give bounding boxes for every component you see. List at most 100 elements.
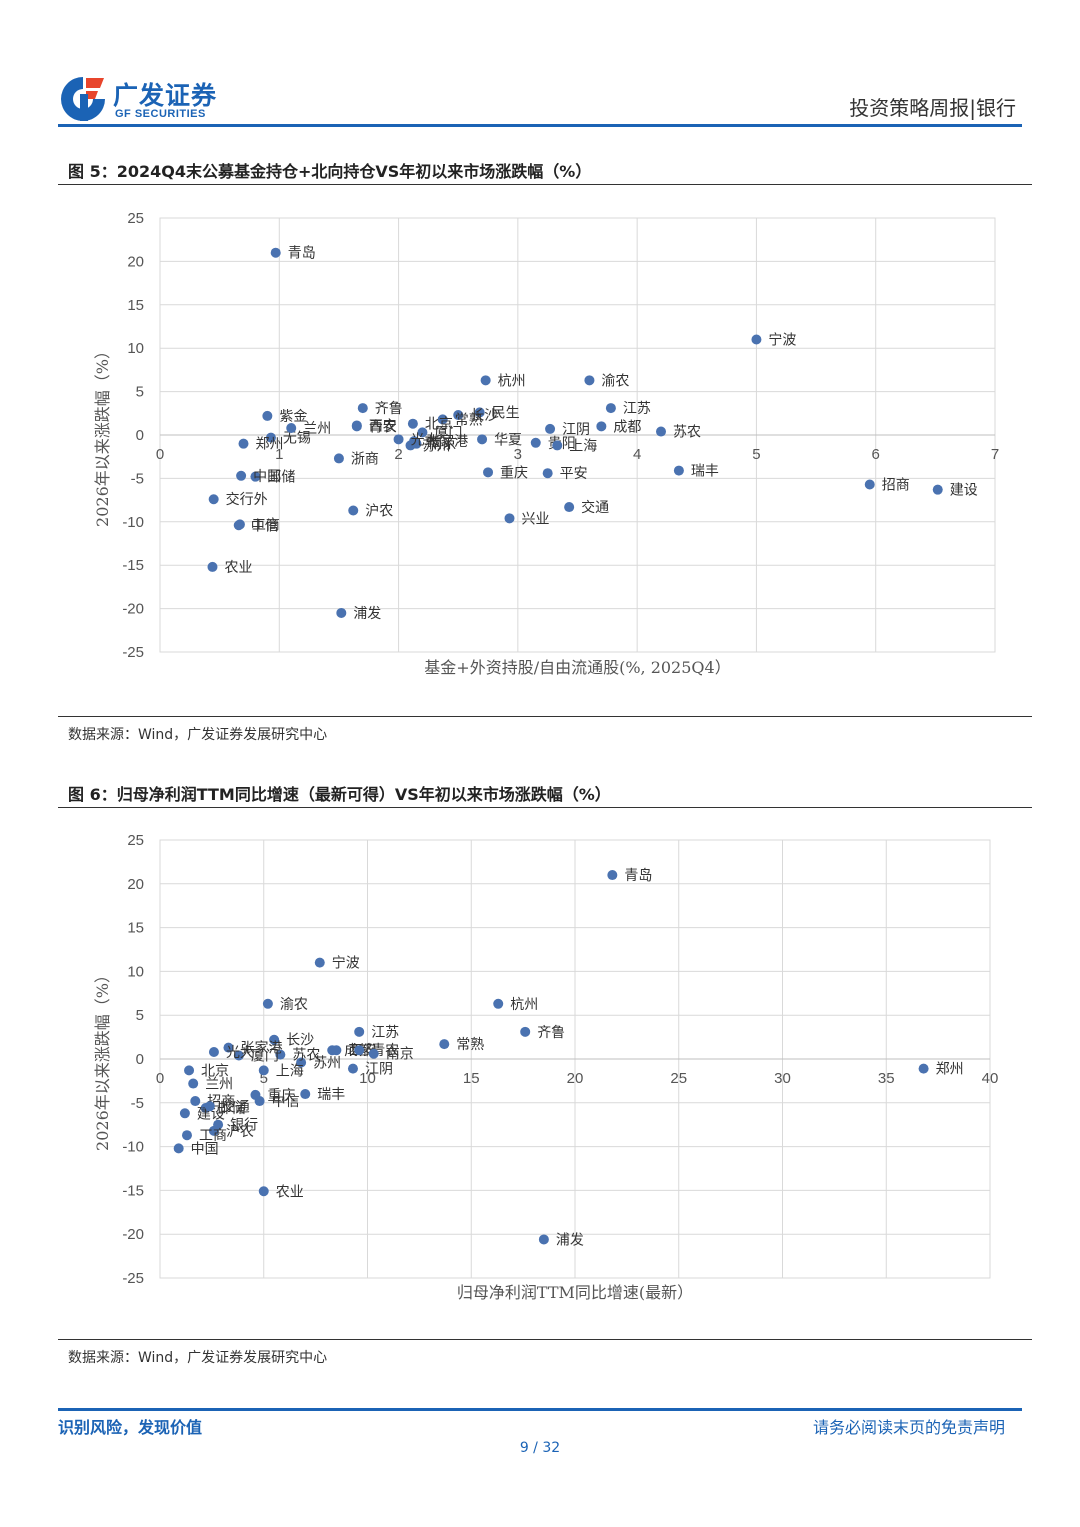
- data-point-label: 青岛: [288, 246, 316, 262]
- data-point: [453, 410, 464, 421]
- figure-5-bottom-rule: [58, 716, 1032, 717]
- data-point: [333, 453, 344, 464]
- data-point-label: 中信: [272, 1094, 300, 1110]
- data-point-label: 张家港: [426, 433, 468, 450]
- data-point: [351, 420, 362, 431]
- y-tick-label: 10: [127, 340, 144, 357]
- brand-logo: 广发证券 GF SECURITIES: [58, 74, 238, 126]
- data-point-label: 北京: [201, 1063, 229, 1079]
- data-point: [918, 1063, 929, 1074]
- data-point-label: 建设: [197, 1106, 225, 1122]
- data-point: [265, 432, 276, 443]
- data-point: [483, 467, 494, 478]
- data-point-label: 常熟: [456, 1037, 484, 1053]
- data-point-label: 青农: [369, 419, 397, 435]
- y-tick-label: 20: [127, 253, 144, 270]
- data-point: [864, 479, 875, 490]
- data-point: [250, 471, 261, 482]
- data-point: [354, 1026, 365, 1037]
- data-point-label: 江阴: [562, 422, 590, 438]
- data-point-label: 苏农: [292, 1048, 320, 1064]
- data-point: [542, 468, 553, 479]
- data-point: [474, 407, 485, 418]
- data-point: [236, 470, 247, 481]
- data-point-label: 兴业: [522, 511, 550, 527]
- data-point-label: 兰州: [205, 1077, 233, 1093]
- data-point-label: 渝农: [601, 373, 629, 389]
- data-point-label: 浦发: [556, 1232, 584, 1248]
- y-tick-label: -20: [122, 1226, 144, 1243]
- data-point-label: 中国: [191, 1141, 219, 1157]
- data-point-label: 华夏: [494, 432, 522, 448]
- data-point: [411, 438, 422, 449]
- figure-6-title: 图 6：归母净利润TTM同比增速（最新可得）VS年初以来市场涨跌幅（%）: [68, 785, 611, 804]
- data-point: [327, 1045, 338, 1056]
- data-point: [439, 1039, 450, 1050]
- data-point-label: 重庆: [267, 1088, 295, 1104]
- data-point-label: 中国: [253, 469, 281, 485]
- data-point: [188, 1078, 199, 1089]
- y-tick-label: -20: [122, 601, 144, 618]
- data-point-label: 交通: [222, 1098, 250, 1115]
- footer-slogan: 识别风险，发现价值: [58, 1418, 203, 1437]
- x-tick-label: 6: [872, 446, 880, 463]
- data-point: [208, 1125, 219, 1136]
- data-point-label: 上海: [276, 1063, 304, 1079]
- y-tick-label: 10: [127, 963, 144, 980]
- header-divider: [58, 124, 1022, 127]
- data-point-label: 张家港: [240, 1040, 282, 1057]
- data-point: [564, 502, 575, 513]
- data-point: [393, 434, 404, 445]
- page-number: 9 / 32: [519, 1440, 561, 1456]
- data-point-label: 邮储: [218, 1101, 246, 1117]
- data-point: [480, 375, 491, 386]
- data-point-label: 齐鲁: [537, 1025, 565, 1041]
- x-tick-label: 4: [633, 446, 641, 463]
- data-point: [348, 505, 359, 516]
- x-tick-label: 20: [567, 1070, 584, 1087]
- data-point: [584, 375, 595, 386]
- logo-text-cn: 广发证券: [113, 81, 218, 110]
- data-point-label: 苏州: [313, 1056, 341, 1072]
- data-point: [300, 1089, 311, 1100]
- y-tick-label: 0: [136, 427, 144, 444]
- data-point: [504, 513, 515, 524]
- data-point: [296, 1057, 307, 1068]
- data-point: [233, 1050, 244, 1061]
- footer-disclaimer: 请务必阅读末页的免责声明: [812, 1418, 1005, 1437]
- data-point: [258, 1065, 269, 1076]
- data-point-label: 浙商: [351, 451, 379, 467]
- x-tick-label: 5: [260, 1070, 268, 1087]
- x-axis-title: 基金+外资持股/自由流通股(%, 2025Q4）: [424, 658, 730, 677]
- data-point: [530, 437, 541, 448]
- report-tag: 投资策略周报|银行: [849, 96, 1016, 120]
- data-point: [368, 1048, 379, 1059]
- data-point-label: 江阴: [365, 1062, 393, 1078]
- data-point: [673, 465, 684, 476]
- y-tick-label: 15: [127, 297, 144, 314]
- data-point-label: 工商: [199, 1128, 227, 1144]
- data-point: [179, 1108, 190, 1119]
- data-point-label: 长沙: [470, 408, 498, 424]
- data-point-label: 沪农: [365, 504, 393, 520]
- data-point-label: 无锡: [283, 431, 311, 447]
- figure-5-chart: 25 20 15 10 5 0 -5 -10 -15 -20 -25 0 1 2 3 4 5 6 7 基金+外资持股/…: [93, 210, 999, 677]
- data-point: [477, 434, 488, 445]
- x-tick-label: 40: [982, 1070, 999, 1087]
- data-point: [254, 1096, 265, 1107]
- figure-6-source: 数据来源：Wind，广发证券发展研究中心: [68, 1350, 328, 1366]
- data-point: [354, 1045, 365, 1056]
- data-point-label: 沪农: [226, 1124, 254, 1140]
- y-axis-title: 2026年以来涨跌幅（%）: [93, 967, 112, 1151]
- x-tick-label: 0: [156, 446, 164, 463]
- data-point-label: 杭州: [498, 373, 526, 389]
- x-tick-label: 0: [156, 1070, 164, 1087]
- data-point-label: 江苏: [623, 401, 651, 417]
- data-point-label: 民生: [492, 405, 520, 421]
- data-point-label: 厦门: [251, 1048, 279, 1064]
- data-point-label: 宁波: [768, 332, 796, 349]
- data-point: [545, 423, 556, 434]
- y-tick-label: -25: [122, 1270, 144, 1287]
- figure-6-chart: 25 20 15 10 5 0 -5 -10 -15 -20 -25 0 5 10 15 20 25 30 35 40…: [93, 832, 999, 1302]
- data-point-label: 苏农: [673, 425, 701, 441]
